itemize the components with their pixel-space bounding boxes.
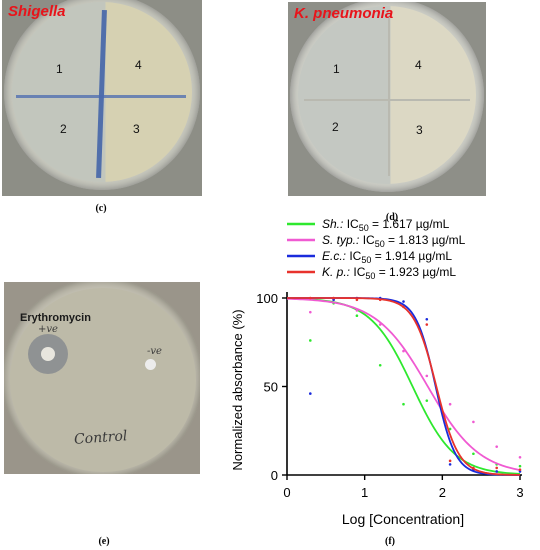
kpneumonia-quadrant-4: 4: [415, 58, 422, 72]
legend-entry: E.c.: IC50 = 1.914 µg/mL: [322, 249, 452, 265]
data-point: [378, 363, 382, 367]
ic50-chart: Sh.: IC50 = 1.617 µg/mLS. typ.: IC50 = 1…: [230, 217, 524, 527]
x-tick-label: 0: [283, 485, 290, 500]
legend-entry: Sh.: IC50 = 1.617 µg/mL: [322, 217, 450, 233]
plot-area: 0 1 2 3 0 50 100: [256, 291, 523, 500]
data-point: [448, 402, 452, 406]
data-point: [495, 470, 499, 473]
data-point: [518, 464, 522, 468]
caption-c: (c): [95, 203, 107, 214]
data-point: [518, 468, 522, 471]
series-curve: [286, 297, 521, 471]
positive-note: +ve: [38, 324, 58, 335]
y-tick-label: 50: [264, 380, 278, 395]
data-point: [425, 323, 429, 326]
data-point: [402, 349, 405, 353]
data-point: [518, 456, 522, 459]
data-point: [425, 317, 429, 321]
kpneumonia-divider-vertical: [388, 16, 390, 176]
kpneumonia-quadrant-3: 3: [416, 123, 423, 137]
data-point: [472, 466, 475, 470]
data-point: [332, 296, 335, 300]
shigella-streak-horizontal: [16, 95, 186, 98]
data-point: [378, 298, 382, 302]
data-point: [355, 298, 359, 302]
data-point: [495, 445, 499, 448]
data-point: [355, 309, 359, 312]
kpneumonia-title: K. pneumonia: [294, 5, 394, 22]
kpneumonia-quadrant-2: 2: [332, 120, 339, 134]
shigella-quadrant-2: 2: [60, 122, 67, 136]
data-point: [402, 300, 405, 303]
data-point: [309, 392, 312, 395]
data-point: [309, 296, 312, 300]
shigella-quadrant-1: 1: [56, 62, 63, 76]
data-point: [495, 466, 499, 470]
data-point: [378, 323, 382, 326]
erythromycin-plate-photo: Erythromycin +ve -ve Control: [4, 282, 200, 474]
data-point: [355, 314, 359, 317]
series-curve: [287, 297, 521, 476]
y-tick-label: 0: [271, 468, 278, 483]
legend-entry: K. p.: IC50 = 1.923 µg/mL: [322, 265, 456, 281]
data-point: [472, 452, 475, 456]
caption-f: (f): [385, 536, 395, 547]
series-curve: [286, 297, 521, 475]
x-tick-label: 1: [361, 485, 368, 500]
kpneumonia-quadrant-1: 1: [333, 62, 340, 76]
antibiotic-disc: [41, 347, 55, 361]
y-tick-label: 100: [256, 291, 278, 306]
caption-e: (e): [98, 536, 110, 547]
erythromycin-label: Erythromycin: [20, 312, 91, 324]
data-point: [448, 459, 452, 463]
shigella-plate-photo: Shigella 1 4 2 3: [2, 0, 202, 196]
data-point: [425, 399, 429, 402]
control-disc: [145, 359, 156, 370]
erythromycin-agar: [10, 288, 196, 472]
shigella-title: Shigella: [8, 3, 66, 20]
legend-entry: S. typ.: IC50 = 1.813 µg/mL: [322, 233, 466, 249]
x-tick-label: 2: [439, 485, 446, 500]
shigella-quadrant-4: 4: [135, 58, 142, 72]
series-curve: [287, 297, 520, 476]
chart-legend: Sh.: IC50 = 1.617 µg/mLS. typ.: IC50 = 1…: [287, 217, 466, 281]
caption-d: (d): [385, 212, 399, 223]
data-point: [309, 339, 312, 342]
data-point: [448, 427, 452, 431]
x-tick-label: 3: [516, 485, 523, 500]
data-point: [402, 305, 405, 309]
data-point: [448, 463, 452, 466]
data-point: [402, 402, 405, 406]
kpneumonia-agar: [298, 6, 476, 184]
data-point: [309, 310, 312, 314]
data-point: [425, 374, 429, 378]
kpneumonia-divider-horizontal: [304, 99, 470, 101]
negative-note: -ve: [147, 346, 162, 357]
data-point: [472, 420, 475, 424]
kpneumonia-plate-photo: K. pneumonia 1 4 2 3: [288, 2, 486, 196]
shigella-quadrant-3: 3: [133, 122, 140, 136]
y-axis-label: Normalized absorbance (%): [230, 309, 245, 470]
x-axis-label: Log [Concentration]: [342, 511, 464, 527]
